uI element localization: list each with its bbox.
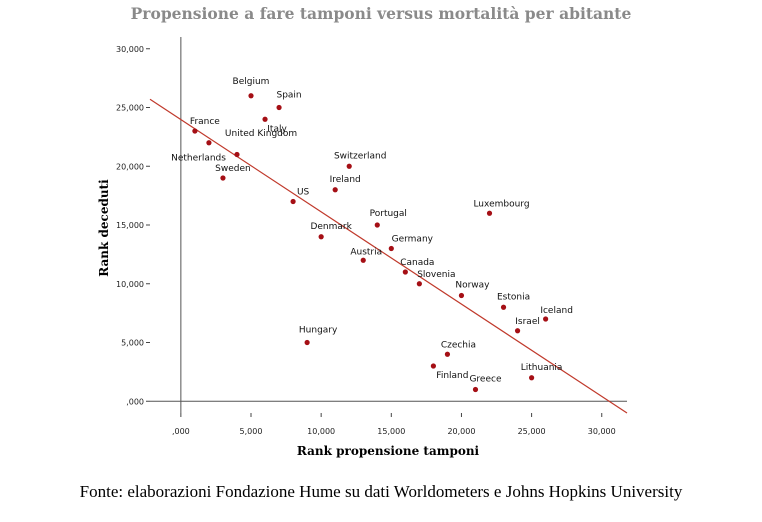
y-tick-label: ,000 — [126, 397, 144, 406]
point-labels: Belgium Spain Italy France United Kingdom Net… — [171, 77, 573, 385]
point-label: Belgium — [233, 77, 270, 87]
data-point — [543, 316, 549, 322]
point-label: Canada — [400, 258, 434, 268]
data-point — [220, 175, 226, 181]
fit-line-group — [149, 98, 628, 414]
point-label: Ireland — [330, 175, 361, 185]
reference-lines — [150, 37, 627, 413]
y-axis-ticks: ,000 5,000 10,000 15,000 20,000 25,000 30,000 — [116, 45, 150, 406]
x-tick-label: 5,000 — [240, 427, 263, 436]
data-point — [360, 257, 366, 263]
y-tick-label: 10,000 — [116, 280, 144, 289]
data-point — [318, 234, 324, 240]
point-label: Slovenia — [417, 270, 455, 280]
data-point — [234, 151, 240, 158]
point-label: Hungary — [299, 326, 338, 336]
data-point — [500, 304, 507, 310]
data-point — [444, 351, 451, 357]
point-label: Germany — [392, 235, 434, 245]
data-point — [514, 328, 521, 334]
point-label: France — [190, 117, 220, 127]
x-axis-ticks: ,000 5,000 10,000 15,000 20,000 25,000 30,000 — [172, 413, 616, 436]
x-tick-label: 15,000 — [377, 427, 405, 436]
fit-line — [149, 98, 628, 414]
point-label: Norway — [455, 281, 490, 291]
data-point — [192, 128, 198, 134]
point-label: Czechia — [441, 340, 476, 350]
data-point — [206, 140, 212, 146]
point-label: Switzerland — [334, 151, 387, 161]
data-point — [430, 363, 436, 369]
y-tick-label: 25,000 — [116, 104, 144, 113]
point-label: Netherlands — [171, 154, 226, 164]
point-label: Sweden — [215, 164, 251, 174]
point-label: Italy — [267, 124, 287, 134]
x-axis-label: Rank propensione tamponi — [297, 444, 480, 458]
data-point — [416, 281, 422, 287]
data-point — [472, 386, 479, 393]
data-point — [332, 187, 338, 193]
scatter-chart: ,0005,00010,00015,00020,00025,00030,000 … — [97, 37, 628, 458]
data-point — [248, 93, 254, 99]
chart-title: Propensione a fare tamponi versus mortal… — [130, 4, 632, 23]
y-tick-label: 5,000 — [121, 339, 144, 348]
data-point — [388, 245, 394, 252]
x-tick-label: ,000 — [172, 427, 190, 436]
x-tick-label: 30,000 — [588, 427, 616, 436]
point-label: Austria — [350, 247, 382, 257]
point-label: Estonia — [497, 292, 530, 302]
data-point — [290, 198, 296, 205]
point-label: Luxembourg — [473, 199, 529, 209]
point-label: Greece — [469, 375, 501, 385]
data-point — [402, 269, 408, 275]
point-label: Iceland — [540, 306, 573, 316]
data-point — [346, 163, 352, 169]
point-label: Israel — [515, 317, 540, 327]
source-note: Fonte: elaborazioni Fondazione Hume su d… — [79, 482, 683, 501]
data-point — [304, 339, 310, 346]
x-tick-label: 25,000 — [518, 427, 546, 436]
data-point — [276, 104, 282, 111]
data-points — [192, 93, 549, 393]
data-point — [458, 292, 465, 299]
point-label: Lithuania — [521, 363, 563, 373]
x-tick-label: 10,000 — [307, 427, 335, 436]
y-tick-label: 30,000 — [116, 45, 144, 54]
data-point — [529, 375, 535, 381]
point-label: US — [297, 188, 310, 198]
data-point — [374, 222, 380, 228]
data-point — [262, 116, 268, 122]
point-label: Spain — [276, 91, 301, 101]
y-tick-label: 20,000 — [116, 162, 144, 171]
point-label: Denmark — [310, 222, 352, 232]
plot-area — [150, 37, 627, 413]
point-label: United Kingdom — [225, 129, 297, 139]
point-label: Portugal — [370, 209, 407, 219]
y-tick-label: 15,000 — [116, 221, 144, 230]
x-tick-label: 20,000 — [447, 427, 475, 436]
point-label: Finland — [436, 371, 468, 381]
y-axis-label: Rank deceduti — [97, 179, 111, 277]
data-point — [486, 210, 493, 216]
